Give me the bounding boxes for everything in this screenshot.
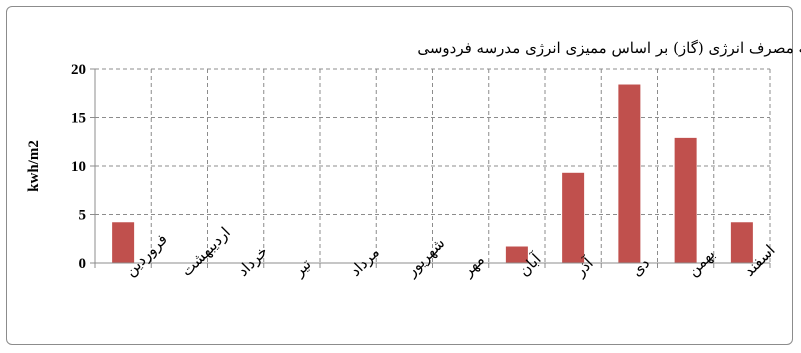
bar (618, 84, 641, 264)
bar (674, 137, 697, 263)
x-category-label: خرداد (234, 242, 272, 280)
chart-title: سرانه مصرف انرژی (گاز) بر اساس ممیزی انر… (417, 39, 801, 57)
y-tick-label: 5 (79, 208, 87, 224)
y-axis-label: kwh/m2 (26, 140, 42, 192)
x-category-label: اردیبهشت (177, 223, 233, 279)
y-tick-label: 0 (79, 256, 87, 272)
x-category-label: تیر (289, 255, 314, 280)
x-category-label: شهریور (402, 234, 449, 281)
axes (90, 68, 771, 268)
bar (112, 222, 135, 263)
chart-frame (6, 6, 793, 345)
y-tick-label: 10 (71, 159, 86, 175)
bars (112, 84, 753, 264)
y-tick-label: 20 (71, 62, 86, 78)
x-category-label: مهر (458, 251, 488, 281)
y-tick-label: 15 (71, 111, 86, 127)
bar (562, 172, 585, 263)
bar (730, 222, 753, 263)
grid (95, 68, 771, 263)
y-tick-labels: 0 5 10 15 20 (71, 62, 86, 272)
x-category-label: مرداد (346, 243, 383, 280)
bar (505, 246, 528, 263)
